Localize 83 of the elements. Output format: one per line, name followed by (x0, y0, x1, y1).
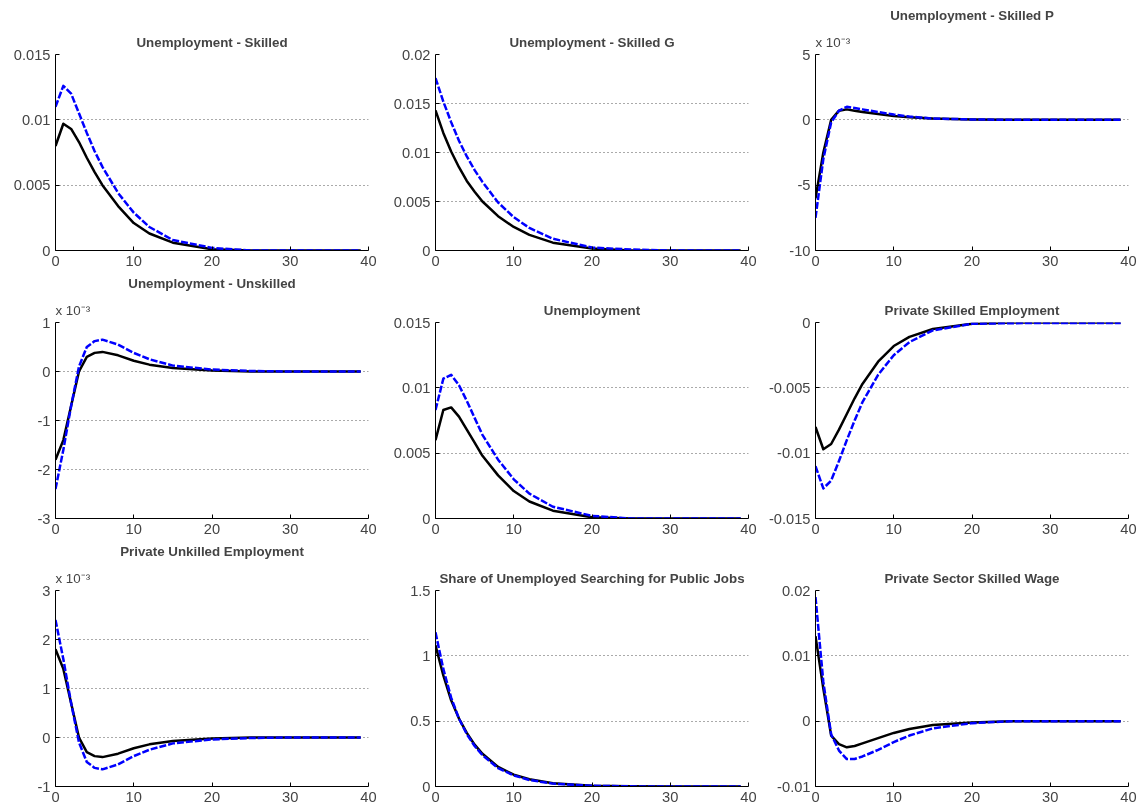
y-tick-label: 0.005 (13, 177, 51, 194)
x-tick-label: 40 (1120, 252, 1137, 269)
chart-title: Private Sector Skilled Wage (884, 570, 1060, 586)
x-tick-label: 10 (125, 252, 142, 269)
x-tick-label: 20 (963, 252, 981, 269)
x-tick-label: 40 (360, 520, 377, 537)
chart-title: Private Unkilled Employment (120, 543, 305, 559)
x-tick-label: 30 (1042, 520, 1059, 537)
x-tick-label: 20 (203, 520, 221, 537)
chart-title: Unemployment - Unskilled (128, 275, 296, 291)
text: x 10⁻³ (55, 302, 91, 318)
x-tick-label: 40 (1120, 520, 1137, 537)
chart-title: Unemployment - Skilled (136, 34, 288, 50)
x-tick-label: 10 (885, 520, 902, 537)
y-tick-label: -0.01 (777, 445, 811, 462)
x-tick-label: 30 (282, 520, 299, 537)
x-tick-label: 40 (740, 252, 757, 269)
x-tick-label: 10 (505, 520, 522, 537)
y-tick-label: 0.015 (393, 314, 431, 331)
chart-title: Private Skilled Employment (884, 302, 1060, 318)
x-tick-label: 30 (1042, 252, 1059, 269)
x-tick-label: 20 (583, 520, 601, 537)
y-tick-label: -2 (37, 461, 51, 478)
y-tick-label: -10 (789, 242, 811, 259)
x-tick-label: 40 (1120, 788, 1137, 805)
y-tick-label: 0.01 (401, 379, 431, 396)
y-tick-label: 1 (422, 647, 431, 664)
x-tick-label: 20 (583, 252, 601, 269)
y-tick-label: -1 (37, 412, 51, 429)
x-tick-label: 20 (583, 788, 601, 805)
y-tick-label: -3 (37, 510, 51, 527)
y-tick-label: 1 (42, 314, 51, 331)
text: x 10⁻³ (815, 34, 851, 50)
x-tick-label: 20 (203, 788, 221, 805)
x-tick-label: 20 (963, 520, 981, 537)
y-tick-label: 0.5 (410, 713, 431, 730)
y-tick-label: 1 (42, 680, 51, 697)
chart-title: Unemployment - Skilled G (509, 34, 675, 50)
y-tick-label: -5 (797, 177, 811, 194)
x-tick-label: 30 (662, 520, 679, 537)
x-tick-label: 40 (740, 520, 757, 537)
y-tick-label: 0.005 (393, 193, 431, 210)
y-tick-label: 0.015 (393, 95, 431, 112)
chart-title: Share of Unemployed Searching for Public Jobs (439, 570, 745, 586)
text: x 10⁻³ (55, 570, 91, 586)
y-tick-label: -1 (37, 778, 51, 795)
y-tick-label: 0 (42, 363, 51, 380)
x-tick-label: 40 (360, 788, 377, 805)
y-tick-label: 0 (42, 729, 51, 746)
chart-title: Unemployment - Skilled P (890, 7, 1054, 23)
x-tick-label: 10 (125, 520, 142, 537)
x-tick-label: 30 (282, 788, 299, 805)
x-tick-label: 30 (1042, 788, 1059, 805)
y-tick-label: 0 (802, 111, 811, 128)
x-tick-label: 10 (505, 252, 522, 269)
x-tick-label: 20 (203, 252, 221, 269)
y-tick-label: 0.01 (401, 144, 431, 161)
y-tick-label: 2 (42, 631, 51, 648)
x-tick-label: 40 (360, 252, 377, 269)
x-tick-label: 10 (885, 252, 902, 269)
y-tick-label: 0.005 (393, 445, 431, 462)
y-tick-label: 3 (42, 582, 51, 599)
y-tick-label: 0.02 (401, 46, 431, 63)
y-tick-label: 0.01 (781, 647, 811, 664)
y-tick-label: 0.015 (13, 46, 51, 63)
x-tick-label: 10 (505, 788, 522, 805)
y-tick-label: 0 (802, 314, 811, 331)
y-tick-label: 0.02 (781, 582, 811, 599)
x-tick-label: 40 (740, 788, 757, 805)
y-tick-label: -0.015 (768, 510, 811, 527)
x-tick-label: 30 (662, 252, 679, 269)
x-tick-label: 20 (963, 788, 981, 805)
x-tick-label: 10 (125, 788, 142, 805)
y-tick-label: 1.5 (410, 582, 431, 599)
y-tick-label: 0.01 (21, 111, 51, 128)
chart-title: Unemployment (543, 302, 641, 318)
y-tick-label: -0.01 (777, 778, 811, 795)
y-tick-label: -0.005 (768, 379, 811, 396)
y-tick-label: 0 (802, 713, 811, 730)
x-tick-label: 10 (885, 788, 902, 805)
y-tick-label: 5 (802, 46, 811, 63)
x-tick-label: 30 (282, 252, 299, 269)
x-tick-label: 30 (662, 788, 679, 805)
